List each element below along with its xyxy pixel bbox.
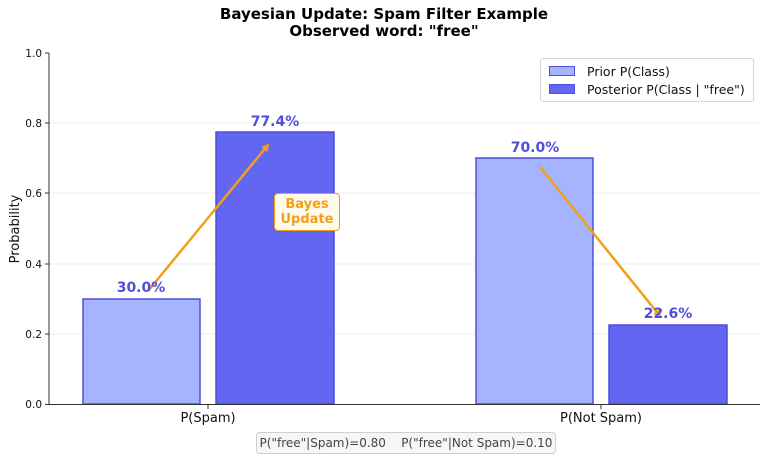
ytick-0: 0.0 — [25, 399, 42, 411]
chart-title-line2: Observed word: "free" — [289, 22, 479, 40]
bar-notspam-posterior — [608, 324, 728, 405]
legend-item-prior: Prior P(Class) — [549, 63, 670, 79]
bar-spam-posterior — [215, 131, 335, 405]
bayes-update-annotation: Bayes Update — [274, 193, 340, 231]
label-spam-prior: 30.0% — [117, 280, 166, 296]
bar-spam-prior — [82, 298, 201, 405]
chart-title-line1: Bayesian Update: Spam Filter Example — [219, 5, 549, 23]
arrow-notspam-update — [539, 166, 662, 318]
legend-label-posterior: Posterior P(Class | "free") — [587, 81, 745, 97]
ytick-1: 0.2 — [25, 329, 42, 341]
ytick-4: 0.8 — [25, 118, 42, 130]
ytick-2: 0.4 — [25, 259, 42, 271]
arrow-spam-update — [147, 143, 270, 292]
prior-swatch-icon — [549, 66, 575, 76]
label-spam-posterior: 77.4% — [251, 114, 300, 130]
annotation-line2: Update — [280, 212, 334, 227]
legend-item-posterior: Posterior P(Class | "free") — [549, 81, 745, 97]
xtick-notspam: P(Not Spam) — [560, 411, 642, 426]
posterior-swatch-icon — [549, 84, 575, 94]
legend: Prior P(Class) Posterior P(Class | "free… — [540, 58, 754, 102]
likelihood-footnote: P("free"|Spam)=0.80 P("free"|Not Spam)=0… — [256, 432, 556, 454]
annotation-line1: Bayes — [285, 197, 329, 212]
y-axis-label: Probability — [8, 194, 23, 263]
ytick-5: 1.0 — [25, 48, 42, 60]
legend-label-prior: Prior P(Class) — [587, 63, 670, 79]
ytick-3: 0.6 — [25, 188, 42, 200]
bar-notspam-prior — [475, 157, 594, 405]
label-notspam-prior: 70.0% — [511, 140, 560, 156]
xtick-spam: P(Spam) — [180, 411, 235, 426]
label-notspam-posterior: 22.6% — [644, 306, 693, 322]
